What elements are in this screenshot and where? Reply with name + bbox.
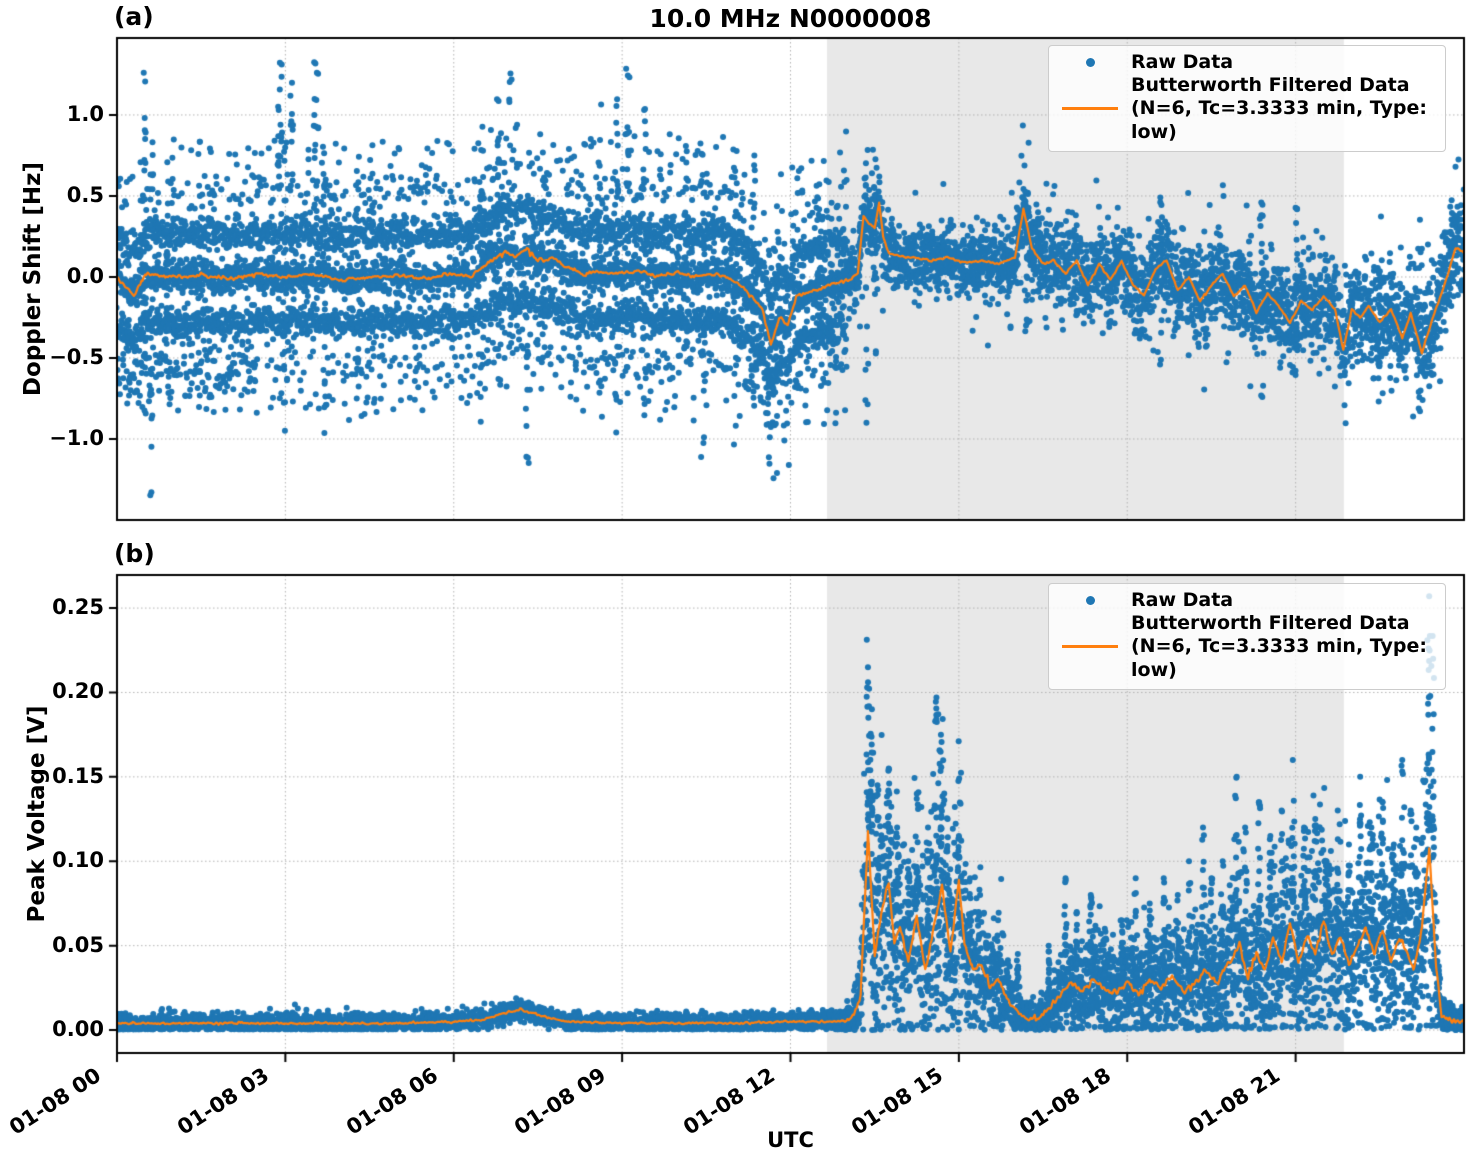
y-tick-label: 1.0 <box>66 102 104 126</box>
raw-data-dot-icon <box>1085 596 1095 606</box>
y-tick-label: −1.0 <box>49 426 104 450</box>
y-tick-label: 0.05 <box>52 933 104 957</box>
y-tick-label: 0.10 <box>52 848 104 872</box>
legend-b-filtered-row: Butterworth Filtered Data (N=6, Tc=3.333… <box>1049 612 1437 682</box>
y-tick-label: 0.00 <box>52 1017 104 1041</box>
raw-data-marker-swatch <box>1049 596 1131 606</box>
raw-data-marker-swatch <box>1049 58 1131 68</box>
legend-b-filtered-label: Butterworth Filtered Data <box>1131 612 1410 635</box>
raw-data-dot-icon <box>1085 58 1095 68</box>
y-tick-label: 0.5 <box>66 183 104 207</box>
filtered-line-icon <box>1062 107 1118 111</box>
y-tick-label: 0.15 <box>52 764 104 788</box>
legend-a-filtered-label: Butterworth Filtered Data <box>1131 74 1410 97</box>
legend-b: Raw Data Butterworth Filtered Data (N=6,… <box>1048 583 1446 690</box>
legend-a-filtered-sublabel: (N=6, Tc=3.3333 min, Type: low) <box>1131 97 1427 143</box>
y-tick-label: −0.5 <box>49 345 104 369</box>
legend-a-raw-label: Raw Data <box>1131 51 1234 73</box>
figure-title: 10.0 MHz N0000008 <box>649 4 932 33</box>
legend-b-filtered-sublabel: (N=6, Tc=3.3333 min, Type: low) <box>1131 635 1427 681</box>
y-axis-label-b: Peak Voltage [V] <box>24 705 50 923</box>
legend-b-raw-row: Raw Data <box>1049 589 1437 612</box>
filtered-line-icon <box>1062 645 1118 649</box>
panel-a-label: (a) <box>114 2 154 31</box>
y-tick-label: 0.25 <box>52 595 104 619</box>
legend-a-raw-row: Raw Data <box>1049 51 1437 74</box>
filtered-line-swatch <box>1049 645 1131 649</box>
y-tick-label: 0.20 <box>52 679 104 703</box>
filtered-line-swatch <box>1049 107 1131 111</box>
legend-b-raw-label: Raw Data <box>1131 589 1234 611</box>
y-tick-label: 0.0 <box>66 264 104 288</box>
legend-a-filtered-row: Butterworth Filtered Data (N=6, Tc=3.333… <box>1049 74 1437 144</box>
x-axis-label: UTC <box>767 1128 814 1152</box>
legend-a: Raw Data Butterworth Filtered Data (N=6,… <box>1048 45 1446 152</box>
panel-b-label: (b) <box>114 539 155 568</box>
